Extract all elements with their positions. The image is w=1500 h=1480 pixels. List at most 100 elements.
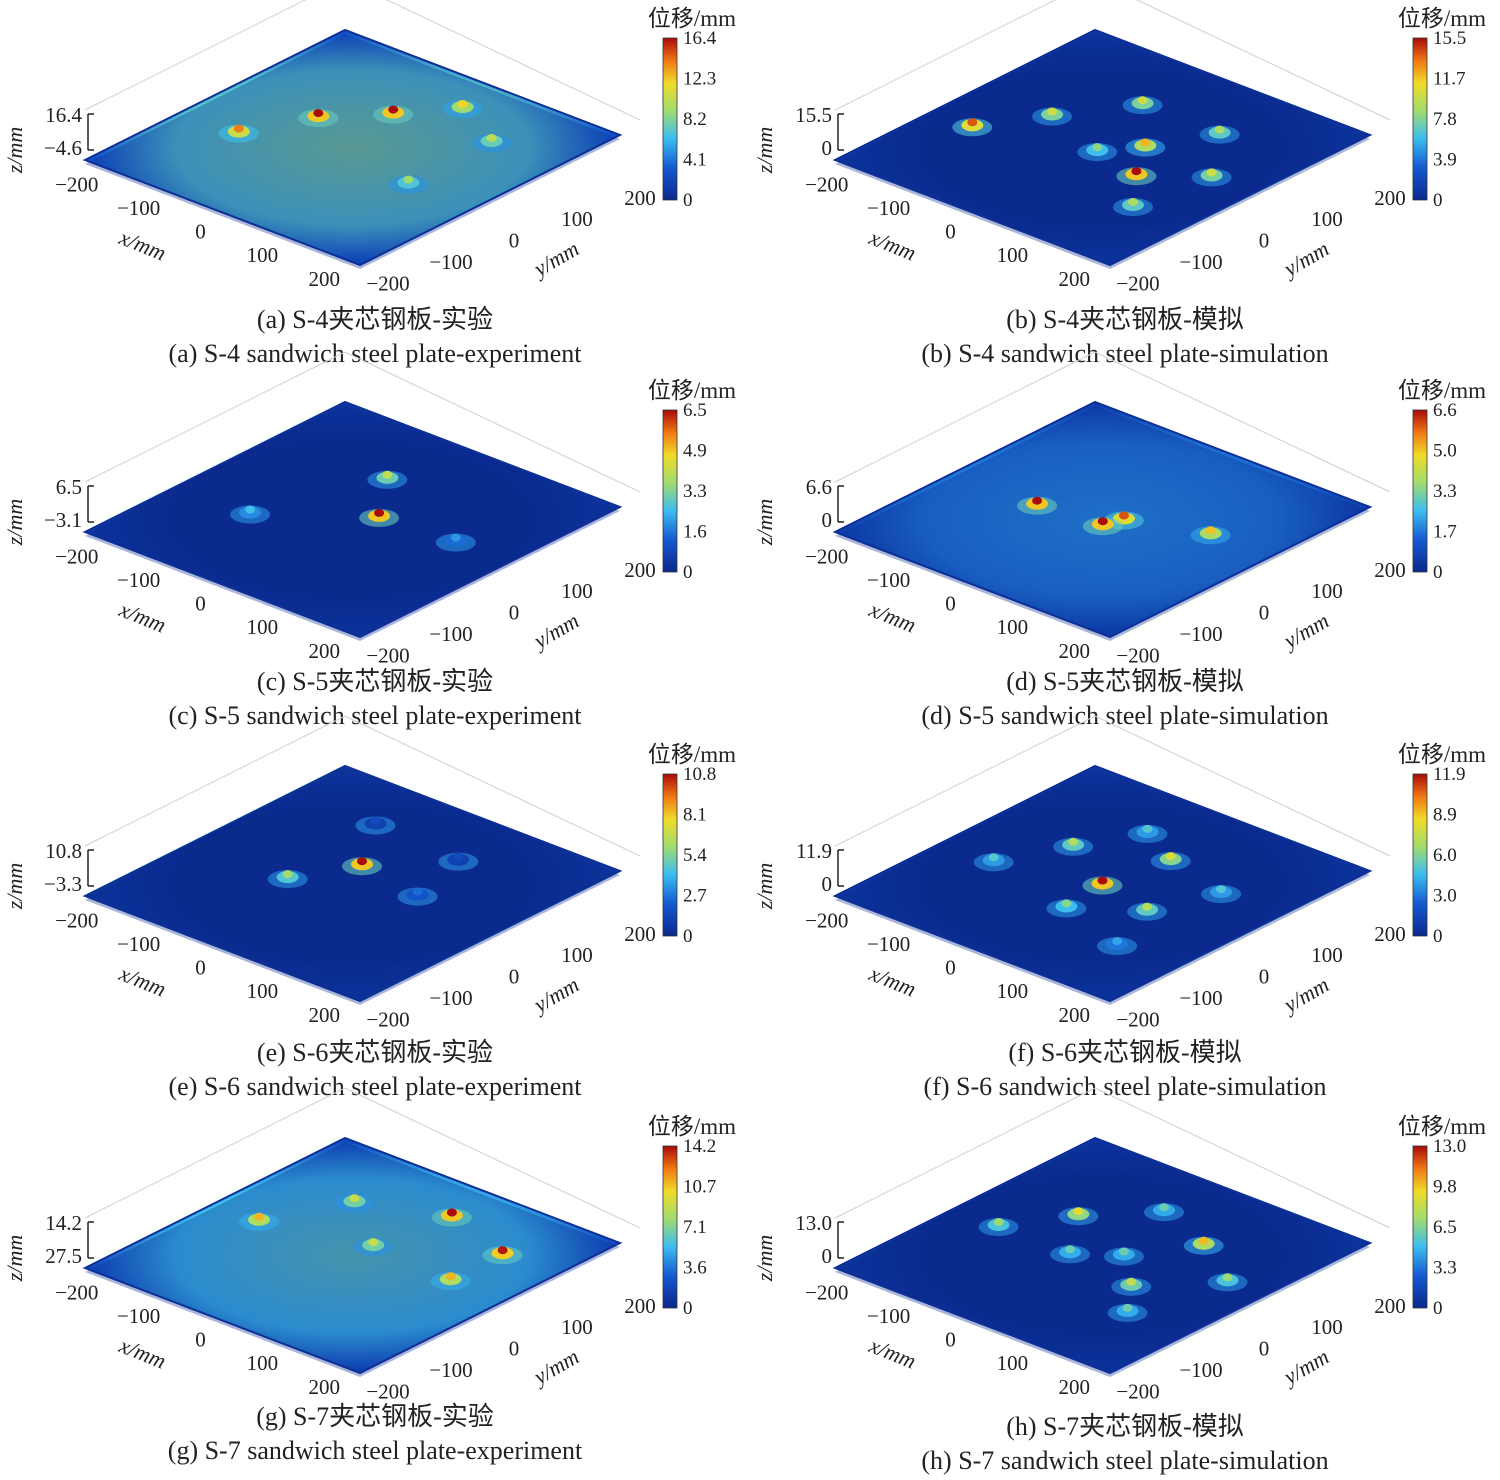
x-tick-4: 200 [1059,1375,1091,1399]
colorbar-tick-1: 5.0 [1433,441,1457,462]
x-tick-0: −200 [805,1280,848,1304]
grid-back-left [834,351,1096,483]
colorbar-tick-2: 6.0 [1433,845,1457,866]
x-tick-1: −100 [867,568,910,592]
x-axis-label: x/mm [115,1332,169,1373]
y-axis-label: y/mm [1278,236,1334,282]
z-tick-top: 16.4 [45,103,82,127]
colorbar-title: 位移/mm [1398,6,1486,31]
x-tick-1: −100 [867,932,910,956]
surface-plot-f: 11.90z/mm−200−1000100200x/mm2001000−100−… [752,715,1486,1031]
grid-back-right [1094,351,1391,493]
x-axis-label: x/mm [865,960,919,1001]
x-tick-0: −200 [805,172,848,196]
colorbar-tick-2: 6.5 [1433,1217,1457,1238]
colorbar-tick-3: 4.1 [683,150,707,171]
z-axis-label: z/mm [2,127,27,174]
y-tick-4: −200 [1116,271,1159,295]
x-tick-2: 0 [945,1328,956,1352]
y-tick-3: −100 [429,986,472,1010]
x-tick-4: 200 [309,639,341,663]
colorbar-tick-1: 10.7 [683,1177,716,1198]
colorbar-tick-2: 3.3 [683,481,707,502]
x-tick-1: −100 [117,932,160,956]
y-tick-2: 0 [1259,965,1270,989]
peak-1 [978,1218,1019,1236]
colorbar-tick-0: 14.2 [683,1136,716,1157]
z-axis-label: z/mm [752,499,777,546]
colorbar-title: 位移/mm [648,6,736,31]
peak-1 [1017,496,1058,515]
y-axis-label: y/mm [528,972,584,1018]
peak-5 [355,816,396,835]
y-axis-label: y/mm [528,1344,584,1390]
colorbar [1412,37,1428,201]
colorbar-tick-4: 0 [1433,1298,1443,1319]
plate-edge [85,1142,620,1377]
peak-5 [1150,852,1191,871]
y-tick-0: 200 [1374,1294,1406,1318]
caption-zh-a: (a) S-4夹芯钢板-实验 [256,305,494,334]
y-tick-2: 0 [509,965,520,989]
z-axis-label: z/mm [752,127,777,174]
x-tick-3: 100 [997,615,1029,639]
colorbar-tick-1: 4.9 [683,441,707,462]
x-tick-3: 100 [997,243,1029,267]
z-tick-bottom: 27.5 [45,1244,82,1268]
plate-edge [85,406,620,641]
peak-9 [1046,899,1087,918]
caption-zh-d: (d) S-5夹芯钢板-模拟 [1006,667,1244,696]
grid-back-right [1135,0,1391,121]
y-tick-0: 200 [624,558,656,582]
y-tick-3: −100 [429,622,472,646]
x-axis-label: x/mm [865,1332,919,1373]
caption-zh-h: (h) S-7夹芯钢板-模拟 [1006,1412,1244,1441]
peak-2 [267,870,308,889]
x-tick-4: 200 [309,1375,341,1399]
x-axis-label: x/mm [865,224,919,265]
peak-9 [1113,198,1153,216]
surface-plot-g: 14.2 27.5 z/mm −200 −100 0 100 200 x/mm 200 100 0 −1… [2,1087,736,1403]
z-tick-bottom: −4.6 [44,136,82,160]
panel-h: 13.0 0 z/mm −200 −100 0 100 200 x/mm 200 100 0 −100−… [750,1087,1500,1478]
caption-g: (g) S-7夹芯钢板-实验 (g) S-7 sandwich steel pl… [0,1400,750,1468]
panel-b: 15.5 0 z/mm −200 −100 0 100 200 x/mm 200 100 0 −100−… [750,0,1500,370]
grid-back-left [84,1087,346,1219]
colorbar [1412,1145,1428,1309]
x-tick-0: −200 [55,1280,98,1304]
y-tick-3: −100 [1179,250,1222,274]
x-tick-0: −200 [805,908,848,932]
y-tick-2: 0 [509,601,520,625]
caption-zh-c: (c) S-5夹芯钢板-实验 [256,667,494,696]
peak-1 [342,857,382,876]
colorbar [662,37,678,201]
peak-5 [388,175,429,194]
colorbar-tick-0: 13.0 [1433,1136,1466,1157]
peak-3 [1144,1203,1184,1222]
peak-7 [1199,125,1240,144]
y-tick-1: 100 [1311,1315,1343,1339]
caption-b: (b) S-4夹芯钢板-模拟 (b) S-4 sandwich steel pl… [750,303,1500,371]
x-tick-3: 100 [247,979,279,1003]
caption-en-e: (e) S-6 sandwich steel plate-experiment [168,1072,582,1101]
peak-5 [1077,143,1118,162]
peak-1 [298,109,339,128]
colorbar-tick-1: 12.3 [683,69,716,90]
caption-en-f: (f) S-6 sandwich steel plate-simulation [923,1072,1327,1101]
plate-surface [82,1136,623,1375]
caption-en-a: (a) S-4 sandwich steel plate-experiment [168,339,582,368]
colorbar-title: 位移/mm [1398,378,1486,403]
peak-8 [1097,937,1138,956]
y-tick-2: 0 [1259,1337,1270,1361]
z-tick-top: 13.0 [795,1211,832,1235]
grid-back-left [84,351,346,483]
colorbar-tick-3: 3.9 [1433,150,1457,171]
peak-5 [482,1246,523,1265]
y-tick-1: 100 [1311,943,1343,967]
z-tick-top: 6.5 [56,475,82,499]
colorbar-tick-3: 1.6 [683,522,707,543]
caption-en-d: (d) S-5 sandwich steel plate-simulation [921,701,1329,730]
grid-back-left [834,715,1096,847]
surface-plot-c: 6.5 −3.1 z/mm −200 −100 0 100 200 x/mm 200 100 0 −10… [2,351,736,667]
colorbar-tick-4: 0 [1433,190,1443,211]
